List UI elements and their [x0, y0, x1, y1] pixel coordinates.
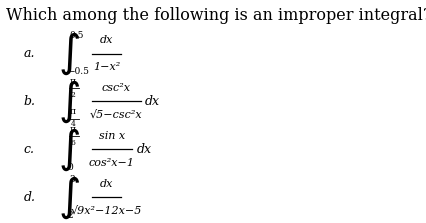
Text: csc²x: csc²x — [101, 83, 131, 93]
Text: dx: dx — [100, 35, 113, 45]
Text: −0.5: −0.5 — [67, 67, 89, 76]
Text: dx: dx — [145, 95, 160, 108]
Text: 6: 6 — [71, 139, 75, 147]
Text: 0: 0 — [67, 163, 73, 172]
Text: π: π — [69, 107, 75, 116]
Text: π: π — [69, 125, 75, 134]
Text: 4: 4 — [71, 120, 75, 128]
Text: $\int$: $\int$ — [58, 174, 80, 221]
Text: dx: dx — [136, 143, 151, 156]
Text: cos²x−1: cos²x−1 — [89, 158, 135, 168]
Text: 2: 2 — [71, 91, 75, 99]
Text: $\int$: $\int$ — [58, 126, 80, 173]
Text: √5−csc²x: √5−csc²x — [90, 110, 142, 120]
Text: 0.5: 0.5 — [69, 31, 84, 40]
Text: dx: dx — [100, 179, 113, 189]
Text: 1−x²: 1−x² — [93, 62, 120, 72]
Text: d.: d. — [23, 191, 35, 204]
Text: √9x²−12x−5: √9x²−12x−5 — [71, 206, 142, 216]
Text: $\int$: $\int$ — [58, 78, 80, 125]
Text: b.: b. — [23, 95, 35, 108]
Text: a.: a. — [23, 47, 35, 60]
Text: 2: 2 — [67, 211, 73, 220]
Text: π: π — [69, 77, 75, 86]
Text: sin x: sin x — [99, 131, 125, 141]
Text: c.: c. — [23, 143, 35, 156]
Text: 3: 3 — [69, 175, 75, 184]
Text: $\int$: $\int$ — [58, 30, 80, 77]
Text: Which among the following is an improper integral?: Which among the following is an improper… — [6, 7, 426, 24]
